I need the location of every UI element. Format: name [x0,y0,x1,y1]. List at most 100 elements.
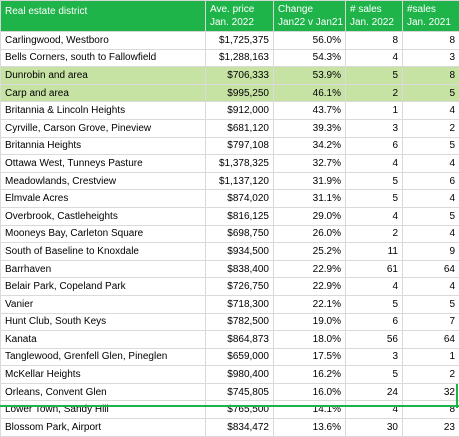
cell-price[interactable]: $659,000 [206,348,274,366]
header-district[interactable]: Real estate district [1,1,206,32]
cell-district[interactable]: Dunrobin and area [1,67,206,85]
cell-sales-2021[interactable]: 8 [403,67,459,85]
cell-change[interactable]: 22.9% [274,260,346,278]
cell-district[interactable]: Lower Town, Sandy Hill [1,401,206,419]
cell-change[interactable]: 56.0% [274,32,346,50]
cell-price[interactable]: $934,500 [206,243,274,261]
cell-change[interactable]: 46.1% [274,84,346,102]
cell-price[interactable]: $1,378,325 [206,155,274,173]
cell-district[interactable]: Blossom Park, Airport [1,419,206,437]
cell-district[interactable]: Carlingwood, Westboro [1,32,206,50]
cell-district[interactable]: Overbrook, Castleheights [1,207,206,225]
cell-change[interactable]: 22.1% [274,295,346,313]
cell-district[interactable]: Bells Corners, south to Fallowfield [1,49,206,67]
cell-district[interactable]: Vanier [1,295,206,313]
cell-district[interactable]: Cyrville, Carson Grove, Pineview [1,119,206,137]
cell-selection-handle[interactable] [456,384,458,408]
cell-sales-2021[interactable]: 5 [403,295,459,313]
cell-sales-2021[interactable]: 23 [403,419,459,437]
cell-sales-2022[interactable]: 5 [346,67,403,85]
cell-sales-2021[interactable]: 1 [403,348,459,366]
cell-change[interactable]: 14.1% [274,401,346,419]
cell-sales-2022[interactable]: 30 [346,419,403,437]
cell-price[interactable]: $834,472 [206,419,274,437]
cell-change[interactable]: 32.7% [274,155,346,173]
cell-change[interactable]: 17.5% [274,348,346,366]
cell-change[interactable]: 13.6% [274,419,346,437]
cell-sales-2021[interactable]: 64 [403,260,459,278]
cell-sales-2022[interactable]: 4 [346,401,403,419]
cell-change[interactable]: 34.2% [274,137,346,155]
cell-price[interactable]: $864,873 [206,331,274,349]
cell-district[interactable]: Ottawa West, Tunneys Pasture [1,155,206,173]
header-price[interactable]: Ave. price Jan. 2022 [206,1,274,32]
cell-change[interactable]: 16.2% [274,366,346,384]
cell-sales-2022[interactable]: 1 [346,102,403,120]
cell-district[interactable]: Belair Park, Copeland Park [1,278,206,296]
cell-sales-2021[interactable]: 4 [403,225,459,243]
cell-sales-2022[interactable]: 11 [346,243,403,261]
cell-sales-2021[interactable]: 8 [403,32,459,50]
cell-price[interactable]: $765,500 [206,401,274,419]
header-sales-2022[interactable]: # sales Jan. 2022 [346,1,403,32]
cell-sales-2021[interactable]: 6 [403,172,459,190]
cell-sales-2021[interactable]: 3 [403,49,459,67]
cell-change[interactable]: 29.0% [274,207,346,225]
cell-change[interactable]: 54.3% [274,49,346,67]
cell-price[interactable]: $1,288,163 [206,49,274,67]
cell-price[interactable]: $912,000 [206,102,274,120]
cell-price[interactable]: $726,750 [206,278,274,296]
cell-sales-2021[interactable]: 5 [403,207,459,225]
cell-price[interactable]: $681,120 [206,119,274,137]
cell-price[interactable]: $782,500 [206,313,274,331]
cell-sales-2022[interactable]: 56 [346,331,403,349]
cell-sales-2021[interactable]: 2 [403,366,459,384]
header-change[interactable]: Change Jan22 v Jan21 [274,1,346,32]
cell-district[interactable]: McKellar Heights [1,366,206,384]
cell-district[interactable]: Elmvale Acres [1,190,206,208]
cell-price[interactable]: $1,725,375 [206,32,274,50]
cell-sales-2022[interactable]: 4 [346,207,403,225]
cell-price[interactable]: $980,400 [206,366,274,384]
cell-sales-2021[interactable]: 4 [403,190,459,208]
cell-sales-2022[interactable]: 61 [346,260,403,278]
cell-sales-2022[interactable]: 4 [346,49,403,67]
cell-sales-2022[interactable]: 3 [346,348,403,366]
cell-sales-2022[interactable]: 5 [346,172,403,190]
cell-sales-2022[interactable]: 8 [346,32,403,50]
cell-price[interactable]: $838,400 [206,260,274,278]
cell-sales-2021[interactable]: 2 [403,119,459,137]
cell-sales-2021[interactable]: 32 [403,383,459,401]
cell-district[interactable]: Orleans, Convent Glen [1,383,206,401]
cell-district[interactable]: Mooneys Bay, Carleton Square [1,225,206,243]
cell-sales-2021[interactable]: 4 [403,102,459,120]
cell-sales-2022[interactable]: 5 [346,366,403,384]
cell-sales-2022[interactable]: 5 [346,190,403,208]
header-sales-2021[interactable]: #sales Jan. 2021 [403,1,459,32]
cell-price[interactable]: $718,300 [206,295,274,313]
cell-sales-2021[interactable]: 8 [403,401,459,419]
cell-sales-2022[interactable]: 2 [346,84,403,102]
cell-sales-2021[interactable]: 9 [403,243,459,261]
cell-sales-2022[interactable]: 2 [346,225,403,243]
cell-sales-2021[interactable]: 64 [403,331,459,349]
cell-sales-2022[interactable]: 3 [346,119,403,137]
cell-district[interactable]: Britannia Heights [1,137,206,155]
cell-change[interactable]: 43.7% [274,102,346,120]
cell-change[interactable]: 22.9% [274,278,346,296]
cell-district[interactable]: South of Baseline to Knoxdale [1,243,206,261]
cell-sales-2021[interactable]: 4 [403,278,459,296]
cell-change[interactable]: 53.9% [274,67,346,85]
cell-change[interactable]: 19.0% [274,313,346,331]
cell-price[interactable]: $698,750 [206,225,274,243]
cell-change[interactable]: 18.0% [274,331,346,349]
cell-sales-2022[interactable]: 6 [346,137,403,155]
cell-price[interactable]: $874,020 [206,190,274,208]
cell-price[interactable]: $1,137,120 [206,172,274,190]
cell-change[interactable]: 26.0% [274,225,346,243]
cell-sales-2022[interactable]: 5 [346,295,403,313]
cell-price[interactable]: $995,250 [206,84,274,102]
cell-district[interactable]: Britannia & Lincoln Heights [1,102,206,120]
cell-sales-2022[interactable]: 4 [346,155,403,173]
cell-district[interactable]: Barrhaven [1,260,206,278]
